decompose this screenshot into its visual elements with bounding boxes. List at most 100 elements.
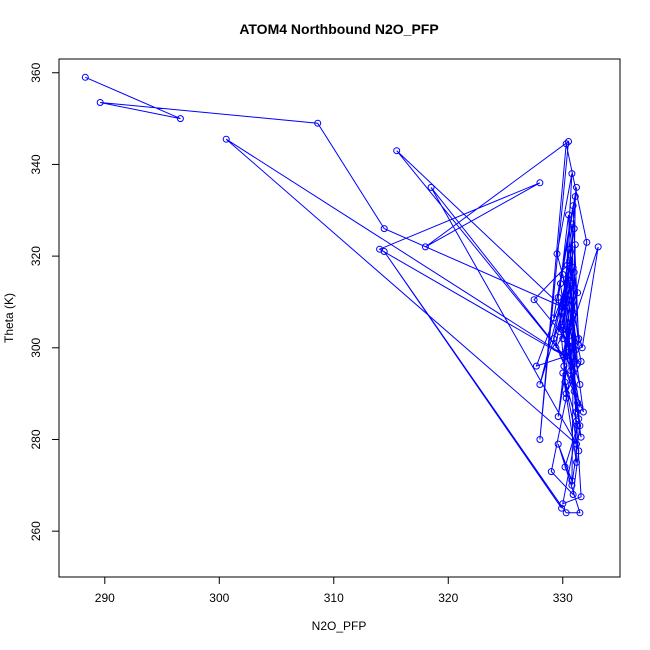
data-point bbox=[554, 413, 562, 421]
data-point bbox=[575, 335, 583, 343]
data-point bbox=[570, 309, 578, 317]
data-point bbox=[561, 378, 569, 386]
data-point bbox=[577, 433, 585, 441]
data-point bbox=[553, 250, 561, 258]
x-tick-label: 310 bbox=[324, 591, 344, 605]
data-point bbox=[314, 119, 322, 127]
y-axis-label: Theta (K) bbox=[2, 293, 16, 343]
data-point bbox=[569, 344, 577, 352]
data-point bbox=[567, 367, 575, 375]
data-point bbox=[427, 183, 435, 191]
data-point bbox=[552, 344, 560, 352]
data-point bbox=[568, 220, 576, 228]
data-point bbox=[558, 504, 566, 512]
data-point bbox=[559, 335, 567, 343]
data-point bbox=[558, 321, 566, 329]
x-tick-label: 300 bbox=[209, 591, 229, 605]
x-tick-label: 320 bbox=[438, 591, 458, 605]
data-point bbox=[536, 381, 544, 388]
data-point bbox=[567, 282, 575, 290]
data-point bbox=[569, 202, 577, 210]
data-point bbox=[559, 369, 567, 377]
data-point bbox=[574, 360, 582, 368]
data-point bbox=[576, 509, 584, 517]
data-point bbox=[568, 337, 576, 345]
data-point bbox=[583, 238, 591, 246]
data-point bbox=[565, 138, 572, 145]
y-tick-label: 300 bbox=[29, 337, 43, 357]
data-point bbox=[532, 362, 540, 370]
data-point bbox=[574, 422, 582, 430]
x-tick-label: 290 bbox=[95, 591, 115, 605]
data-point bbox=[576, 381, 584, 388]
data-point bbox=[560, 362, 568, 370]
data-point bbox=[574, 399, 582, 407]
data-point bbox=[561, 300, 569, 308]
data-point bbox=[561, 463, 569, 471]
data-point bbox=[176, 115, 184, 123]
y-axis: 260 280 300 320 340 360 bbox=[29, 62, 60, 541]
plot-frame bbox=[58, 58, 621, 578]
x-tick-label: 330 bbox=[553, 591, 573, 605]
data-point bbox=[571, 346, 579, 354]
data-point bbox=[571, 241, 579, 249]
data-point bbox=[575, 415, 583, 423]
data-point bbox=[530, 296, 538, 304]
data-point bbox=[536, 179, 544, 187]
data-point bbox=[566, 259, 574, 267]
data-point bbox=[577, 493, 585, 501]
data-point bbox=[579, 408, 587, 416]
data-point bbox=[570, 268, 578, 276]
data-point bbox=[568, 170, 576, 178]
y-tick-label: 280 bbox=[29, 429, 43, 449]
x-axis-label: N2O_PFP bbox=[312, 619, 367, 633]
data-point bbox=[567, 280, 575, 288]
data-point bbox=[573, 183, 580, 191]
data-point bbox=[222, 135, 230, 143]
data-point bbox=[560, 353, 568, 361]
data-point bbox=[550, 335, 558, 343]
data-point bbox=[380, 248, 388, 255]
data-point bbox=[574, 289, 582, 297]
data-point bbox=[547, 468, 555, 476]
data-point bbox=[536, 436, 544, 443]
data-point bbox=[562, 326, 570, 333]
data-point bbox=[562, 394, 570, 402]
data-point bbox=[573, 408, 580, 416]
data-point bbox=[562, 390, 570, 398]
data-point bbox=[570, 387, 578, 395]
data-point bbox=[380, 225, 388, 233]
data-point bbox=[81, 73, 89, 81]
data-point bbox=[569, 264, 577, 272]
plot-area bbox=[81, 73, 602, 517]
data-point bbox=[562, 140, 570, 148]
series-line bbox=[383, 251, 582, 514]
data-point bbox=[568, 477, 576, 485]
y-tick-label: 260 bbox=[29, 521, 43, 541]
data-point bbox=[421, 243, 429, 251]
x-axis: 290 300 310 320 330 bbox=[95, 576, 573, 605]
data-point bbox=[566, 245, 574, 253]
data-point bbox=[557, 280, 564, 288]
data-point bbox=[565, 211, 572, 219]
data-point bbox=[571, 193, 579, 200]
data-point bbox=[565, 348, 572, 356]
data-point bbox=[554, 440, 562, 448]
y-tick-label: 340 bbox=[29, 154, 43, 174]
data-point bbox=[575, 342, 583, 349]
data-point bbox=[96, 99, 104, 106]
y-tick-label: 320 bbox=[29, 246, 43, 266]
data-point bbox=[554, 293, 562, 301]
data-point bbox=[573, 417, 580, 425]
data-point bbox=[562, 509, 570, 517]
data-point bbox=[559, 500, 567, 508]
data-point bbox=[559, 271, 567, 278]
data-point bbox=[594, 243, 602, 251]
data-point bbox=[563, 291, 571, 299]
data-point bbox=[558, 307, 566, 315]
data-point bbox=[577, 358, 585, 365]
data-point bbox=[573, 440, 580, 448]
data-point bbox=[563, 261, 571, 269]
data-point bbox=[393, 147, 401, 155]
